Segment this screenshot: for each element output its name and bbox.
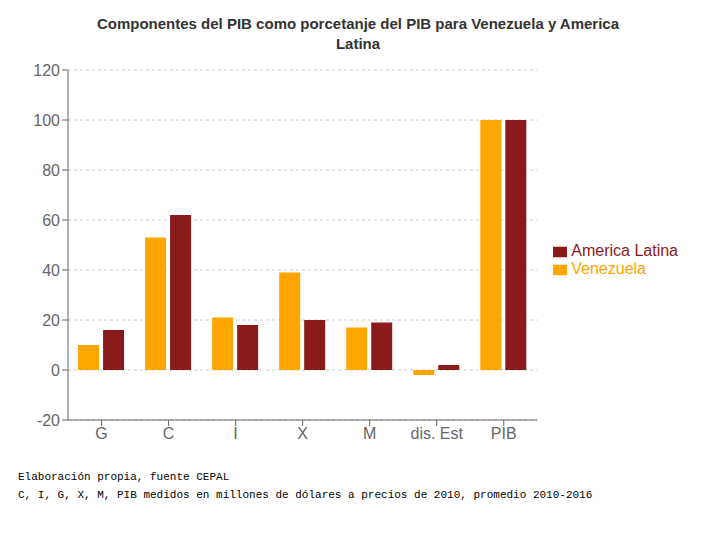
svg-text:X: X [297, 425, 308, 442]
svg-text:PIB: PIB [491, 425, 517, 442]
svg-text:M: M [363, 425, 376, 442]
svg-text:0: 0 [51, 362, 60, 379]
html-text:Elaboración propia, fuente CEP: Elaboración propia, fuente CEPAL [18, 471, 230, 483]
svg-text:C: C [163, 425, 175, 442]
svg-text:I: I [233, 425, 237, 442]
svg-text:40: 40 [42, 262, 60, 279]
html-text:C, I, G, X, M, PIB medidos en: C, I, G, X, M, PIB medidos en millones d… [18, 489, 593, 501]
html-text:Venezuela: Venezuela [571, 260, 646, 277]
svg-text:20: 20 [42, 312, 60, 329]
html-text:America Latina: America Latina [571, 242, 678, 259]
svg-text:G: G [95, 425, 107, 442]
svg-text:120: 120 [33, 62, 60, 79]
svg-text:100: 100 [33, 112, 60, 129]
svg-text:-20: -20 [37, 412, 60, 429]
html-text:Latina: Latina [335, 35, 381, 52]
svg-text:80: 80 [42, 162, 60, 179]
html-text:Componentes del PIB como porce: Componentes del PIB como porcetanje del … [96, 15, 619, 32]
svg-text:dis. Est: dis. Est [410, 425, 463, 442]
svg-text:60: 60 [42, 212, 60, 229]
